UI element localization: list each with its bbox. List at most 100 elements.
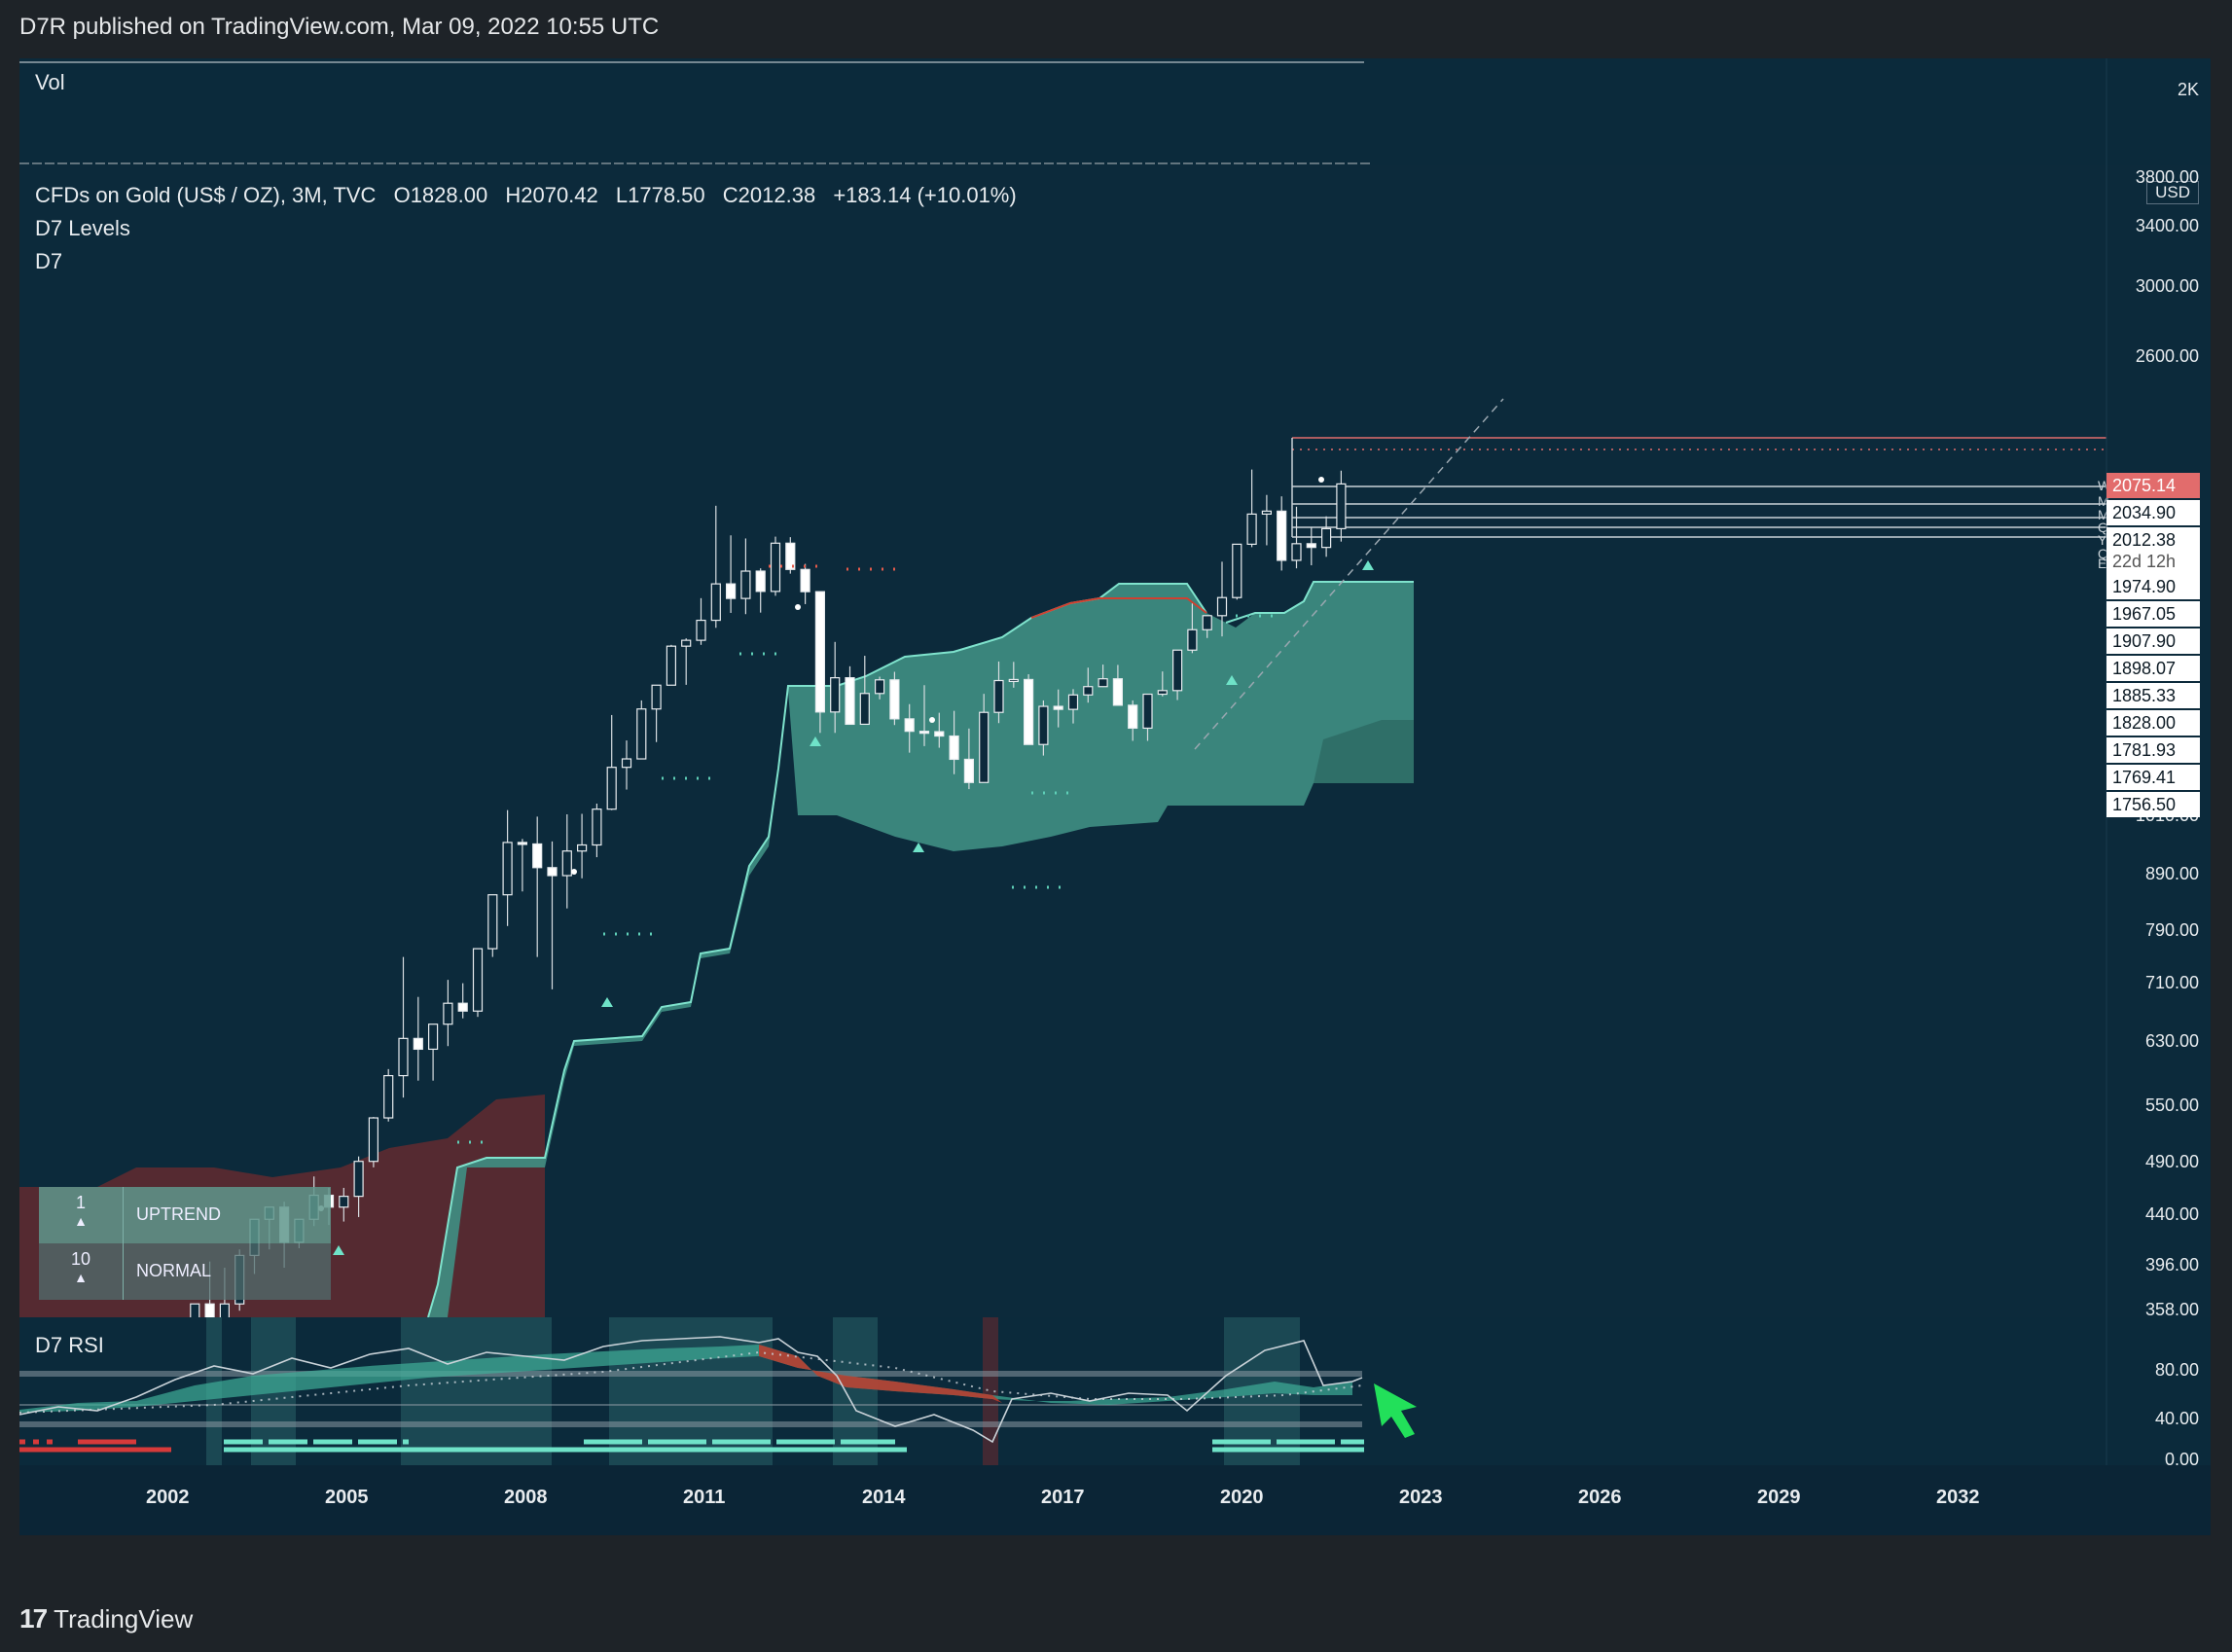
rsi-title[interactable]: D7 RSI [35,1333,104,1357]
candle-body [1083,686,1094,696]
time-tick: 2023 [1399,1487,1443,1508]
candle-body [1291,543,1302,561]
candle-body [1202,615,1212,630]
currency-badge[interactable]: USD [2146,181,2199,204]
price-label: 1756.50 [2106,792,2200,817]
candle-body [561,850,572,877]
footer-brand[interactable]: 17 TradingView [19,1603,193,1634]
rsi-pane[interactable]: D7 RSI 80.00 40.00 0.00 [19,1317,2211,1465]
price-tick: 890.00 [2144,864,2199,883]
candle-body [606,767,617,810]
candle-body [725,583,737,599]
candle-body [1053,705,1063,710]
triangle-up-icon: ▲ [74,1270,88,1285]
candle-body [636,708,647,760]
candle-body [1128,704,1138,730]
candle-body [651,684,662,710]
candle-body [1306,543,1316,549]
svg-text:M: M [2098,493,2109,509]
candle-body [1157,690,1168,696]
candle-body [1098,678,1108,688]
price-label: 1828.00 [2106,710,2200,736]
candle-body [845,677,855,726]
candle-body [963,758,975,783]
close-value: C2012.38 [722,183,816,207]
candle-body [576,844,588,852]
rsi-bottom-bars [19,1439,1364,1453]
price-tick: 440.00 [2144,1204,2199,1224]
candle-body [368,1117,378,1163]
candle-body [1320,527,1332,549]
trend-box-row: 10 ▲ NORMAL [39,1243,331,1300]
price-label: 2034.90 [2106,500,2200,525]
candle-body [1142,693,1153,730]
candle-body [918,731,930,735]
price-label: 1781.93 [2106,737,2200,763]
candle-body [1246,513,1257,545]
candle-body [1232,543,1242,598]
candle-body [874,679,885,695]
time-axis[interactable]: 2002 2005 2008 2011 2014 2017 2020 2023 … [19,1465,2211,1535]
price-tick: 630.00 [2144,1031,2199,1051]
time-tick: 2017 [1041,1487,1085,1508]
price-tick: 550.00 [2144,1095,2199,1115]
candle-body [1023,678,1034,745]
trend-box-label: NORMAL [136,1261,212,1280]
price-tick: 2600.00 [2135,346,2199,366]
candle-body [859,693,870,726]
price-label-high: 2075.14 [2106,473,2200,498]
time-tick: 2020 [1220,1487,1264,1508]
countdown-label: 22d 12h [2106,549,2200,574]
candle-body [621,758,632,769]
volume-lines [19,58,2107,165]
candle-body [592,808,602,846]
candle-body [1067,694,1079,710]
time-tick: 2011 [683,1487,726,1508]
change-value: +183.14 (+10.01%) [833,183,1017,207]
candle-body [547,867,558,877]
rsi-tick: 0.00 [2164,1450,2199,1465]
volume-pane[interactable]: Vol 2K [19,58,2211,165]
price-label: 1769.41 [2106,765,2200,790]
svg-text:E: E [2098,556,2106,571]
triangle-up-icon: ▲ [74,1213,88,1229]
time-tick: 2014 [862,1487,906,1508]
price-tick: 3800.00 [2135,167,2199,187]
candle-body [517,842,528,845]
candle-body [190,1303,200,1317]
candle-body [398,1037,409,1077]
candle-body [443,1002,453,1025]
low-value: L1778.50 [615,183,705,207]
svg-text:Q: Q [2098,520,2108,535]
trend-box-num: 10 [70,1249,91,1269]
price-pane[interactable]: W M M Q Y Q E CFDs on Gold (US$ / OZ), 3… [19,165,2211,1317]
time-tick: 2005 [325,1487,369,1508]
svg-text:Q: Q [2098,546,2108,561]
candle-body [755,570,766,593]
candle-body [814,591,826,713]
symbol-name: CFDs on Gold (US$ / OZ), 3M, TVC [35,183,377,207]
dotted-stops [457,564,1275,1144]
candle-body [681,639,692,647]
indicator-d7-levels[interactable]: D7 Levels [35,216,130,240]
price-tick: 358.00 [2144,1300,2199,1317]
candle-body [1277,510,1287,561]
cursor-arrow-icon [1374,1383,1417,1438]
price-chart-svg[interactable]: W M M Q Y Q E [19,165,2211,1317]
symbol-ohlc: CFDs on Gold (US$ / OZ), 3M, TVC O1828.0… [35,183,1028,208]
price-tick: 790.00 [2144,920,2199,940]
candle-body [1112,678,1124,706]
footer-brand-text: TradingView [54,1603,194,1634]
price-label: 1907.90 [2106,628,2200,654]
indicator-d7[interactable]: D7 [35,249,63,273]
candle-body [219,1303,230,1317]
candle-body [413,1037,423,1051]
candle-body [502,842,513,896]
price-label: 1898.07 [2106,656,2200,681]
candle-body [532,843,543,869]
price-tick: 3400.00 [2135,216,2199,235]
candle-body [428,1024,439,1051]
open-value: O1828.00 [393,183,488,207]
rsi-tick: 80.00 [2154,1360,2199,1380]
teal-cloud-fill [428,582,1414,1317]
